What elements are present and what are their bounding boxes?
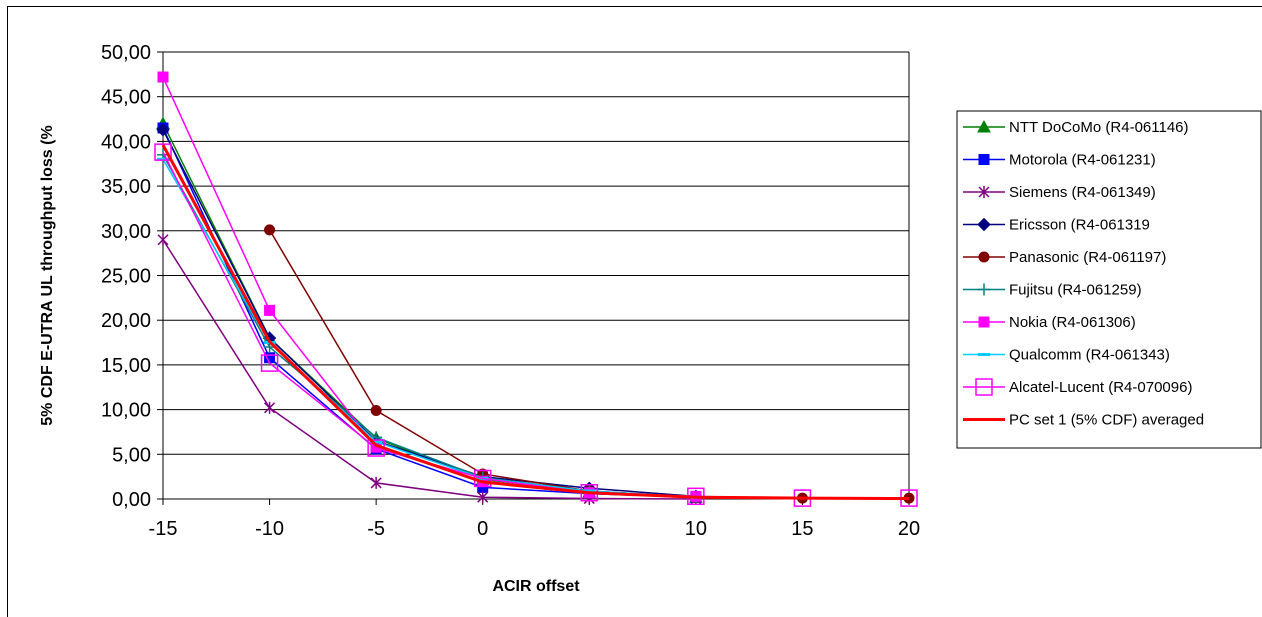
x-tick-label: 20 xyxy=(898,518,920,540)
data-point xyxy=(978,353,990,356)
y-tick-label: 15,00 xyxy=(101,355,151,377)
legend-box xyxy=(956,110,1262,449)
legend-entry: NTT DoCoMo (R4-061146) xyxy=(963,119,1189,136)
chart-frame xyxy=(7,6,1262,617)
legend-entry: Ericsson (R4-061319 xyxy=(963,217,1150,234)
data-point xyxy=(264,224,276,236)
x-tick-label: -5 xyxy=(367,518,385,540)
legend-entry: PC set 1 (5% CDF) averaged xyxy=(963,412,1204,429)
gridlines xyxy=(163,51,909,455)
data-point xyxy=(370,404,382,416)
y-tick-label: 45,00 xyxy=(101,87,151,109)
y-tick-label: 10,00 xyxy=(101,400,151,422)
y-tick-label: 30,00 xyxy=(101,221,151,243)
legend-entry: Siemens (R4-061349) xyxy=(963,184,1156,201)
series-line xyxy=(162,151,909,499)
series-4 xyxy=(264,224,915,504)
legend-label: Siemens (R4-061349) xyxy=(1009,184,1156,201)
series-9 xyxy=(161,144,910,501)
legend-entry: Fujitsu (R4-061259) xyxy=(963,282,1142,299)
data-point xyxy=(975,378,993,396)
y-tick-label: 25,00 xyxy=(101,266,151,288)
legend-label: Ericsson (R4-061319 xyxy=(1009,217,1150,234)
legend-entry: Motorola (R4-061231) xyxy=(963,152,1156,169)
series-1 xyxy=(157,122,702,503)
data-point xyxy=(264,304,276,316)
legend-label: PC set 1 (5% CDF) averaged xyxy=(1009,412,1204,429)
series-line xyxy=(162,239,696,500)
data-point xyxy=(977,217,991,232)
series-0 xyxy=(156,116,703,503)
legend-label: Alcatel-Lucent (R4-070096) xyxy=(1009,379,1192,396)
x-axis-title: ACIR offset xyxy=(492,578,580,595)
x-tick-label: -15 xyxy=(149,518,178,540)
legend-entry: Nokia (R4-061306) xyxy=(963,314,1136,331)
data-point xyxy=(157,157,169,161)
data-point xyxy=(156,123,170,137)
y-tick-label: 20,00 xyxy=(101,310,151,332)
legend-entry: Panasonic (R4-061197) xyxy=(963,249,1166,266)
y-tick-label: 40,00 xyxy=(101,131,151,153)
series-lines xyxy=(154,71,918,507)
legend-label: Panasonic (R4-061197) xyxy=(1009,249,1166,266)
data-point xyxy=(477,491,489,504)
series-5 xyxy=(157,148,702,504)
x-tick-label: -10 xyxy=(255,518,284,540)
legend-label: Fujitsu (R4-061259) xyxy=(1009,282,1142,299)
x-tick-label: 15 xyxy=(791,518,813,540)
legend-label: Qualcomm (R4-061343) xyxy=(1009,347,1170,364)
data-point xyxy=(977,119,991,133)
data-point xyxy=(583,489,596,493)
series-3 xyxy=(156,123,703,504)
tick-labels: 0,00 5,00 10,00 15,00 20,00 25,00 30,00 35,00 40… xyxy=(101,42,920,540)
legend-entry: Alcatel-Lucent (R4-070096) xyxy=(963,378,1192,396)
series-line xyxy=(161,144,910,501)
data-point xyxy=(260,354,279,372)
legend: NTT DoCoMo (R4-061146) Motorola (R4-06123… xyxy=(956,110,1262,449)
data-point xyxy=(370,440,383,444)
data-point xyxy=(978,316,990,328)
y-tick-label: 50,00 xyxy=(101,42,151,64)
legend-label: Nokia (R4-061306) xyxy=(1009,314,1136,331)
legend-label: NTT DoCoMo (R4-061146) xyxy=(1009,119,1189,136)
data-point xyxy=(978,251,990,263)
data-point xyxy=(264,401,276,414)
axes xyxy=(157,51,910,505)
series-line xyxy=(162,158,696,498)
data-point xyxy=(154,143,172,161)
series-line xyxy=(162,129,696,498)
data-point xyxy=(978,186,990,198)
series-7 xyxy=(157,157,702,499)
y-tick-label: 5,00 xyxy=(112,444,151,466)
x-tick-label: 5 xyxy=(584,518,595,540)
y-tick-label: 0,00 xyxy=(112,489,151,511)
x-tick-label: 0 xyxy=(477,518,488,540)
legend-entry: Qualcomm (R4-061343) xyxy=(963,347,1170,364)
data-point xyxy=(978,154,990,165)
legend-label: Motorola (R4-061231) xyxy=(1009,152,1156,169)
y-tick-label: 35,00 xyxy=(101,176,151,198)
data-point xyxy=(157,233,169,246)
data-point xyxy=(157,71,169,83)
x-tick-label: 10 xyxy=(685,518,707,540)
data-point xyxy=(978,283,990,296)
data-point xyxy=(370,476,382,489)
series-line xyxy=(268,229,909,499)
y-axis-title: 5% CDF E-UTRA UL throughput loss (% xyxy=(39,125,56,425)
series-8 xyxy=(154,143,918,507)
series-line xyxy=(162,154,696,498)
